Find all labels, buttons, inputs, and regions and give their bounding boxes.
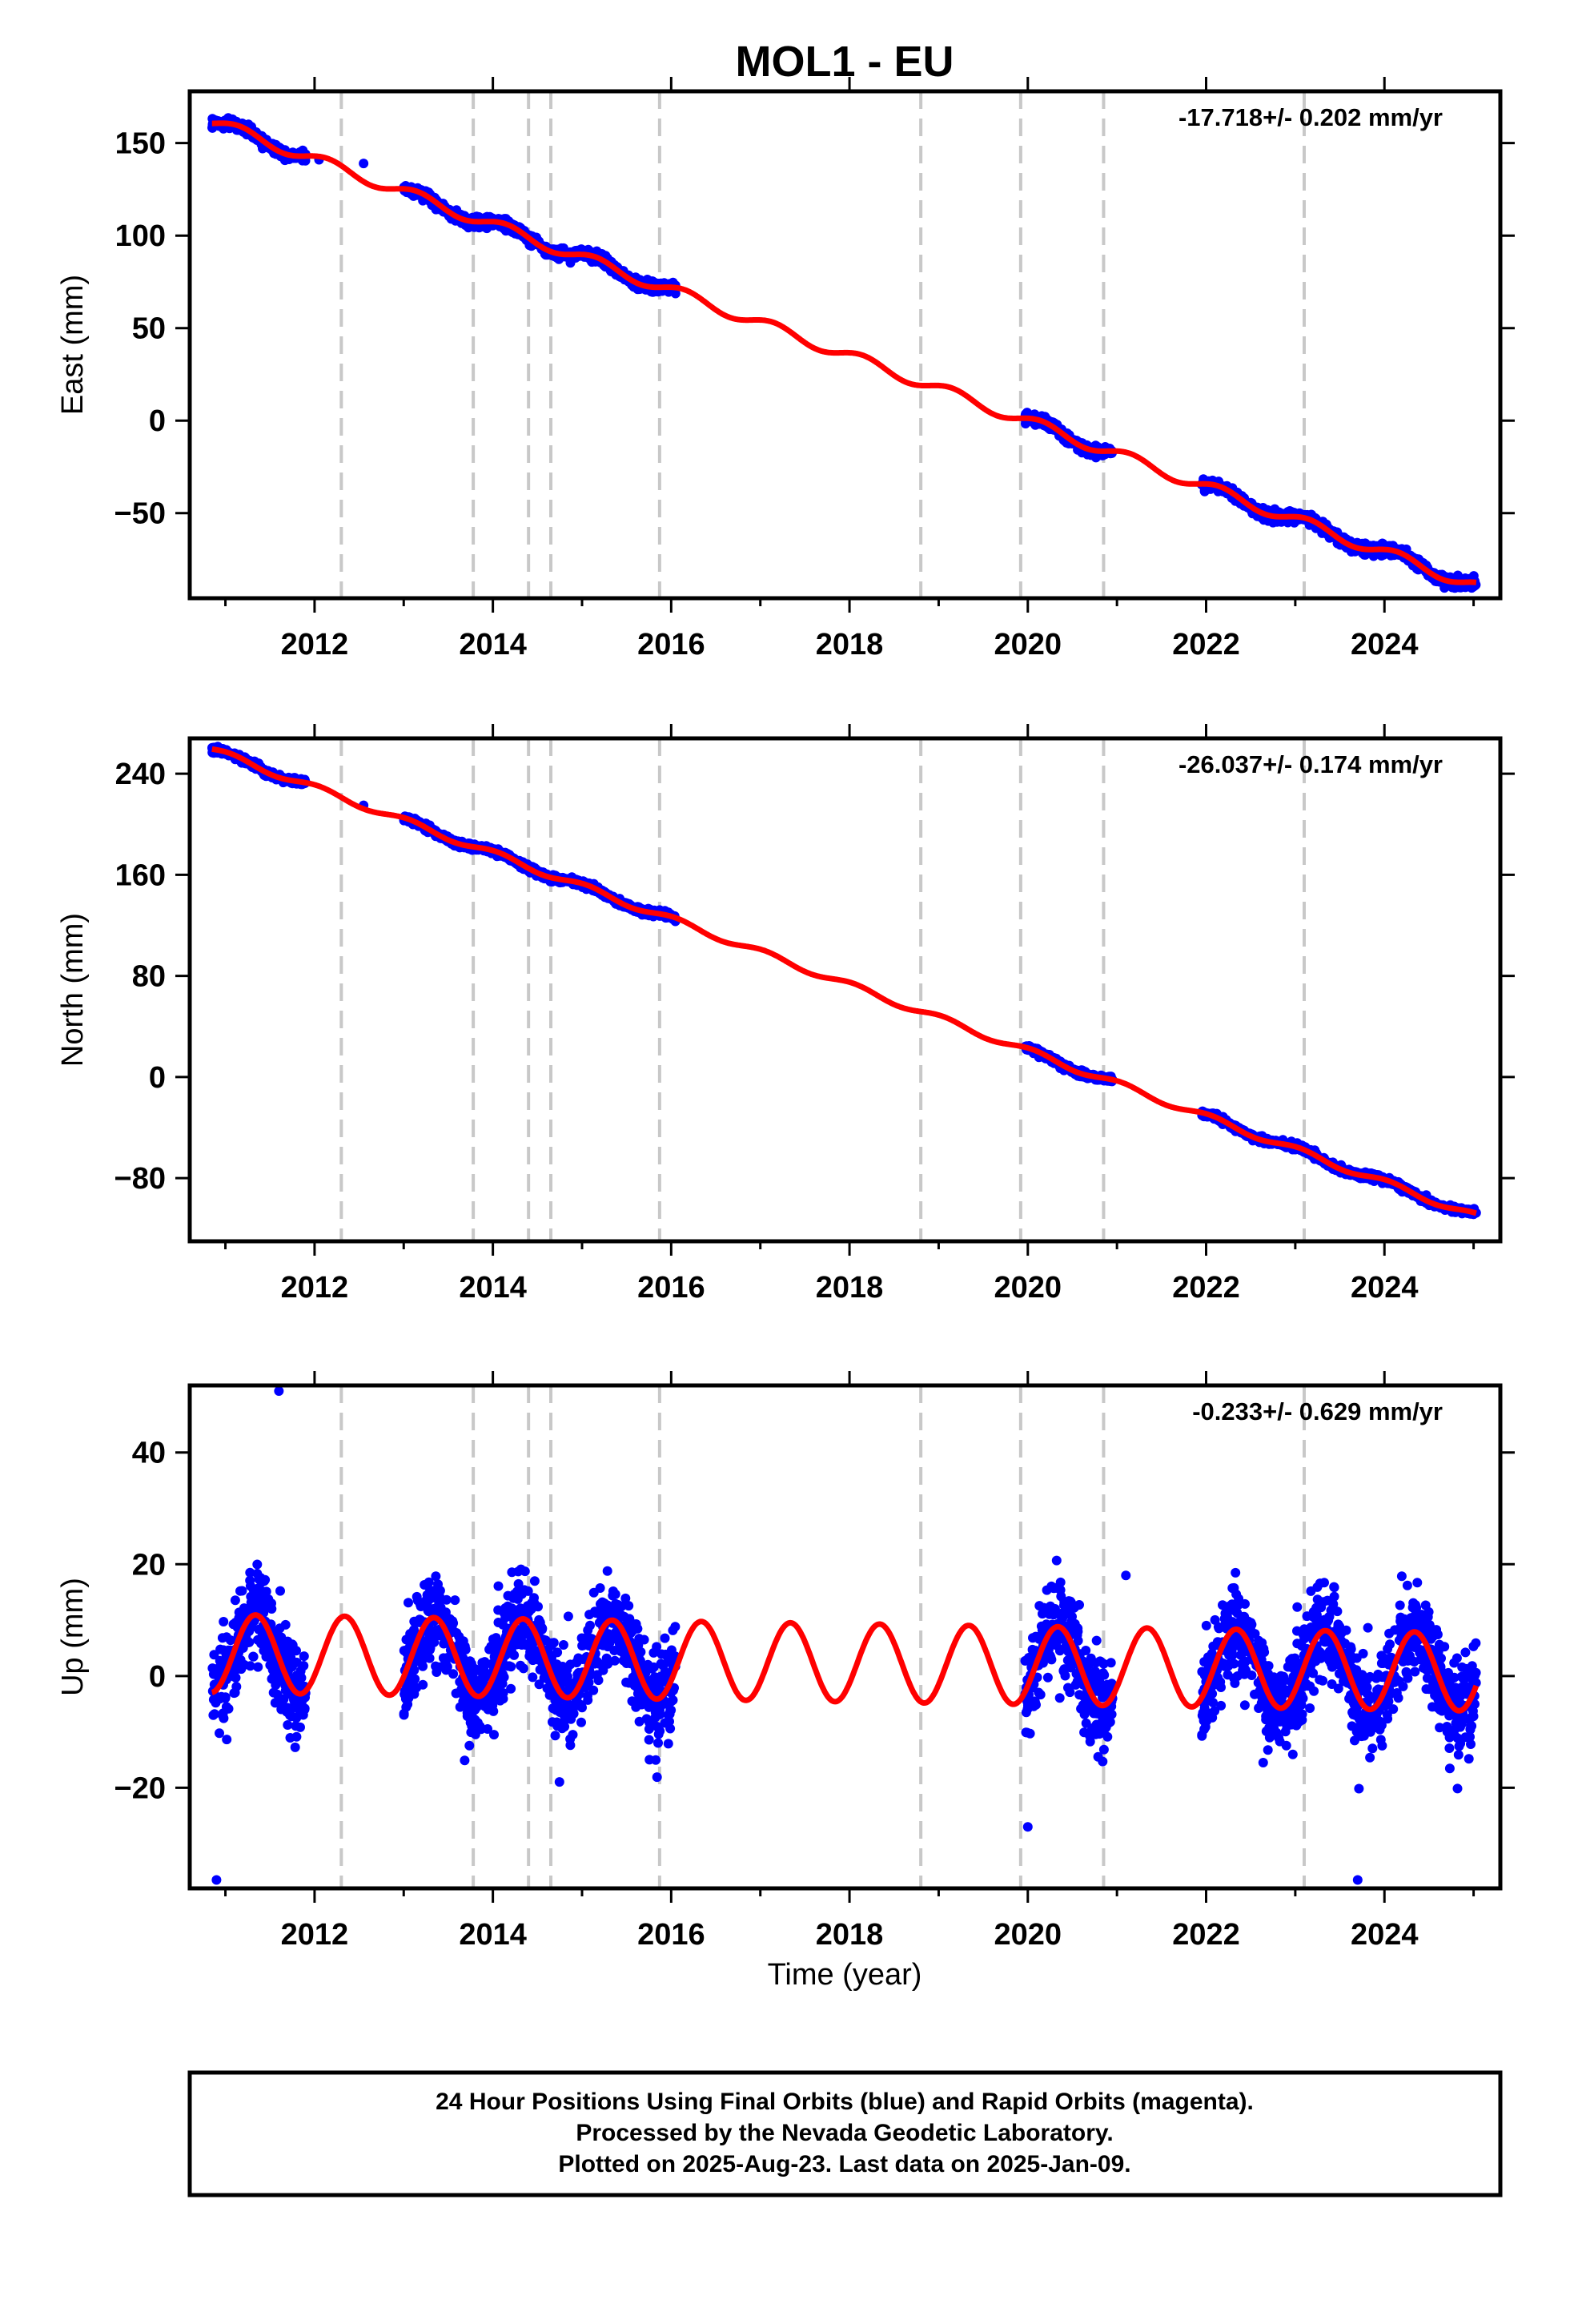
north-panel: 2012 2014 2016 2018 2020 2022 2024−80080160240… [56, 724, 1515, 1305]
y-tick-label: 150 [115, 127, 166, 161]
x-tick-label: 2014 [459, 628, 527, 661]
x-tick-label: 2024 [1351, 628, 1419, 661]
x-tick-label: 2014 [459, 1271, 527, 1305]
east-panel: 2012 2014 2016 2018 2020 2022 2024 −50 0 50 100 150… [56, 77, 1515, 661]
plot-frame [187, 89, 1503, 601]
y-axis-label: East (mm) [56, 275, 90, 415]
model-curve [210, 120, 1479, 585]
x-tick-label: 2016 [637, 1271, 705, 1305]
y-tick-label: 0 [149, 404, 166, 438]
model-curve [210, 746, 1479, 1216]
figure-title: MOL1 - EU [735, 38, 954, 86]
x-tick-label: 2022 [1172, 1271, 1240, 1305]
x-tick-label: 2022 [1172, 628, 1240, 661]
x-tick-label: 2020 [994, 628, 1062, 661]
y-tick-label: 100 [115, 219, 166, 253]
data-point [558, 243, 568, 253]
x-tick-label: 2018 [816, 1271, 884, 1305]
rate-label: -17.718+/- 0.202 mm/yr [1178, 103, 1443, 131]
x-tick-label: 2016 [637, 628, 705, 661]
x-tick-label: 2012 [281, 628, 349, 661]
y-tick-label: −50 [114, 497, 166, 531]
x-tick-label: 2012 [281, 1271, 349, 1305]
x-tick-label: 2024 [1351, 1271, 1419, 1305]
data-point [359, 159, 369, 169]
x-tick-label: 2018 [816, 628, 884, 661]
y-tick-label: 50 [132, 312, 166, 346]
x-tick-label: 2020 [994, 1271, 1062, 1305]
